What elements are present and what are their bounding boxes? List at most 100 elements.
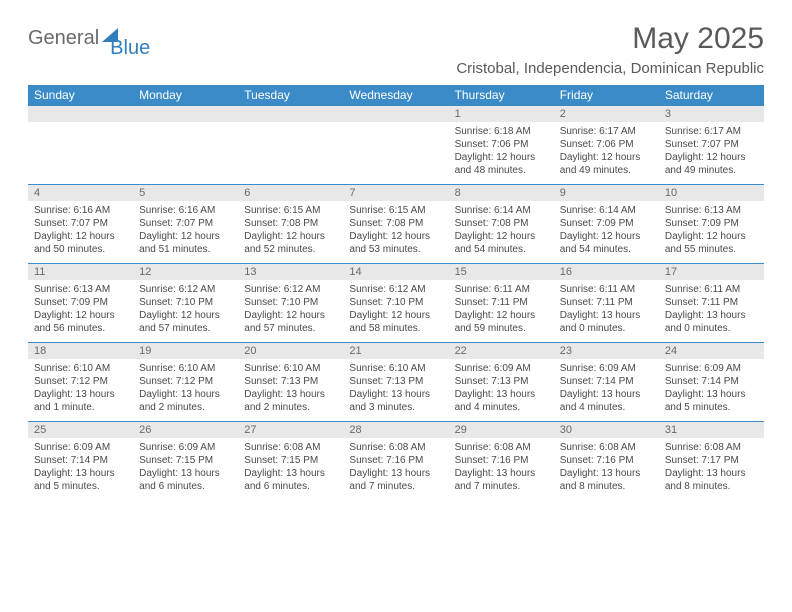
day-number: 8 (449, 184, 554, 201)
daylight-line: Daylight: 13 hours and 8 minutes. (560, 467, 653, 493)
day-number: 1 (449, 105, 554, 122)
day-number-empty (343, 105, 448, 122)
sunset-line: Sunset: 7:07 PM (34, 217, 127, 230)
brand-logo: General Blue (28, 22, 150, 48)
day-number: 19 (133, 342, 238, 359)
daylight-line: Daylight: 13 hours and 2 minutes. (139, 388, 232, 414)
day-cell: Sunrise: 6:10 AMSunset: 7:13 PMDaylight:… (238, 359, 343, 421)
sunset-line: Sunset: 7:11 PM (665, 296, 758, 309)
sunrise-line: Sunrise: 6:08 AM (665, 441, 758, 454)
sunset-line: Sunset: 7:12 PM (139, 375, 232, 388)
day-cell: Sunrise: 6:12 AMSunset: 7:10 PMDaylight:… (238, 280, 343, 342)
sunrise-line: Sunrise: 6:09 AM (34, 441, 127, 454)
day-content-row: Sunrise: 6:18 AMSunset: 7:06 PMDaylight:… (28, 122, 764, 184)
calendar-page: General Blue May 2025 Cristobal, Indepen… (0, 0, 792, 520)
daylight-line: Daylight: 13 hours and 0 minutes. (665, 309, 758, 335)
day-number: 23 (554, 342, 659, 359)
daylight-line: Daylight: 12 hours and 57 minutes. (139, 309, 232, 335)
sunset-line: Sunset: 7:10 PM (139, 296, 232, 309)
sunrise-line: Sunrise: 6:15 AM (349, 204, 442, 217)
sunset-line: Sunset: 7:06 PM (455, 138, 548, 151)
daylight-line: Daylight: 12 hours and 52 minutes. (244, 230, 337, 256)
sunrise-line: Sunrise: 6:10 AM (34, 362, 127, 375)
calendar-grid: SundayMondayTuesdayWednesdayThursdayFrid… (28, 85, 764, 500)
day-number-row: 25262728293031 (28, 421, 764, 438)
day-number: 31 (659, 421, 764, 438)
sunrise-line: Sunrise: 6:09 AM (139, 441, 232, 454)
daylight-line: Daylight: 13 hours and 7 minutes. (455, 467, 548, 493)
day-number: 24 (659, 342, 764, 359)
day-cell: Sunrise: 6:10 AMSunset: 7:12 PMDaylight:… (133, 359, 238, 421)
weekday-header: Monday (133, 85, 238, 105)
weekday-header: Wednesday (343, 85, 448, 105)
sunset-line: Sunset: 7:14 PM (34, 454, 127, 467)
day-cell: Sunrise: 6:08 AMSunset: 7:16 PMDaylight:… (449, 438, 554, 500)
sunrise-line: Sunrise: 6:09 AM (665, 362, 758, 375)
daylight-line: Daylight: 13 hours and 1 minute. (34, 388, 127, 414)
sunrise-line: Sunrise: 6:17 AM (665, 125, 758, 138)
day-number-empty (28, 105, 133, 122)
day-number: 10 (659, 184, 764, 201)
daylight-line: Daylight: 13 hours and 8 minutes. (665, 467, 758, 493)
day-cell: Sunrise: 6:11 AMSunset: 7:11 PMDaylight:… (554, 280, 659, 342)
daylight-line: Daylight: 13 hours and 6 minutes. (139, 467, 232, 493)
sunrise-line: Sunrise: 6:17 AM (560, 125, 653, 138)
day-number: 12 (133, 263, 238, 280)
sunrise-line: Sunrise: 6:14 AM (560, 204, 653, 217)
day-cell: Sunrise: 6:10 AMSunset: 7:13 PMDaylight:… (343, 359, 448, 421)
sunset-line: Sunset: 7:07 PM (139, 217, 232, 230)
day-cell: Sunrise: 6:14 AMSunset: 7:08 PMDaylight:… (449, 201, 554, 263)
day-cell: Sunrise: 6:13 AMSunset: 7:09 PMDaylight:… (659, 201, 764, 263)
sunrise-line: Sunrise: 6:11 AM (560, 283, 653, 296)
day-cell: Sunrise: 6:11 AMSunset: 7:11 PMDaylight:… (449, 280, 554, 342)
brand-text-part2: Blue (110, 38, 150, 58)
sunset-line: Sunset: 7:09 PM (665, 217, 758, 230)
day-number: 28 (343, 421, 448, 438)
day-number-empty (133, 105, 238, 122)
day-number: 4 (28, 184, 133, 201)
day-number: 13 (238, 263, 343, 280)
daylight-line: Daylight: 13 hours and 3 minutes. (349, 388, 442, 414)
daylight-line: Daylight: 13 hours and 7 minutes. (349, 467, 442, 493)
day-cell: Sunrise: 6:08 AMSunset: 7:16 PMDaylight:… (554, 438, 659, 500)
sunrise-line: Sunrise: 6:09 AM (560, 362, 653, 375)
weeks-container: 1 23 Sunrise: 6:18 AMSunset: 7:06 PMDaylig… (28, 105, 764, 500)
day-cell: Sunrise: 6:09 AMSunset: 7:14 PMDaylight:… (659, 359, 764, 421)
sunrise-line: Sunrise: 6:13 AM (665, 204, 758, 217)
day-number: 7 (343, 184, 448, 201)
sunset-line: Sunset: 7:11 PM (455, 296, 548, 309)
daylight-line: Daylight: 12 hours and 53 minutes. (349, 230, 442, 256)
daylight-line: Daylight: 12 hours and 51 minutes. (139, 230, 232, 256)
sunset-line: Sunset: 7:10 PM (244, 296, 337, 309)
day-content-row: Sunrise: 6:13 AMSunset: 7:09 PMDaylight:… (28, 280, 764, 342)
day-cell-empty (133, 122, 238, 184)
daylight-line: Daylight: 12 hours and 54 minutes. (560, 230, 653, 256)
weekday-header: Thursday (449, 85, 554, 105)
sunset-line: Sunset: 7:13 PM (455, 375, 548, 388)
day-cell: Sunrise: 6:18 AMSunset: 7:06 PMDaylight:… (449, 122, 554, 184)
daylight-line: Daylight: 12 hours and 54 minutes. (455, 230, 548, 256)
sunset-line: Sunset: 7:08 PM (455, 217, 548, 230)
day-number-row: 18192021222324 (28, 342, 764, 359)
sunset-line: Sunset: 7:17 PM (665, 454, 758, 467)
day-cell: Sunrise: 6:09 AMSunset: 7:15 PMDaylight:… (133, 438, 238, 500)
sunrise-line: Sunrise: 6:15 AM (244, 204, 337, 217)
daylight-line: Daylight: 12 hours and 49 minutes. (560, 151, 653, 177)
sunrise-line: Sunrise: 6:12 AM (244, 283, 337, 296)
day-cell: Sunrise: 6:11 AMSunset: 7:11 PMDaylight:… (659, 280, 764, 342)
day-number: 14 (343, 263, 448, 280)
sunrise-line: Sunrise: 6:08 AM (244, 441, 337, 454)
sunset-line: Sunset: 7:16 PM (349, 454, 442, 467)
day-number: 16 (554, 263, 659, 280)
day-content-row: Sunrise: 6:09 AMSunset: 7:14 PMDaylight:… (28, 438, 764, 500)
daylight-line: Daylight: 13 hours and 4 minutes. (455, 388, 548, 414)
day-number-row: 45678910 (28, 184, 764, 201)
day-cell: Sunrise: 6:08 AMSunset: 7:16 PMDaylight:… (343, 438, 448, 500)
day-number: 18 (28, 342, 133, 359)
daylight-line: Daylight: 12 hours and 50 minutes. (34, 230, 127, 256)
sunrise-line: Sunrise: 6:10 AM (244, 362, 337, 375)
day-number: 25 (28, 421, 133, 438)
weekday-header: Tuesday (238, 85, 343, 105)
sunset-line: Sunset: 7:09 PM (34, 296, 127, 309)
daylight-line: Daylight: 13 hours and 4 minutes. (560, 388, 653, 414)
